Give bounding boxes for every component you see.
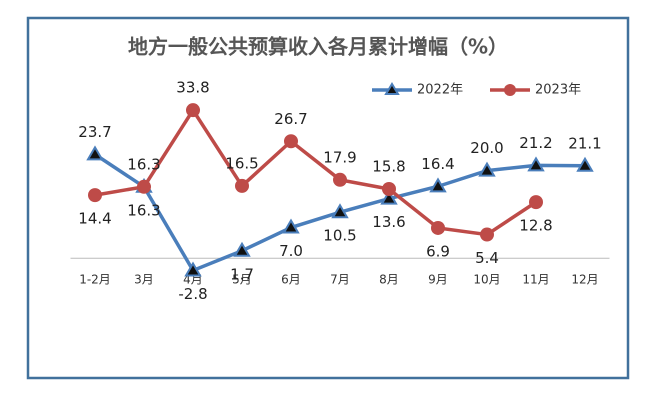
x-tick-label: 3月 [134,273,154,287]
data-label: 21.2 [519,134,552,152]
chart-title: 地方一般公共预算收入各月累计增幅（%） [128,35,508,59]
marker [186,103,200,118]
data-label: 17.9 [323,148,356,166]
series-line [94,106,537,237]
data-label: 16.3 [127,201,160,219]
marker [233,241,251,257]
data-label: 14.4 [78,210,111,228]
data-label: 20.0 [470,139,503,157]
x-tick-label: 9月 [428,273,448,287]
legend-label: 2022年 [417,83,463,98]
x-tick-label: 1-2月 [79,273,111,287]
data-label: 10.5 [323,227,356,245]
data-label: 21.1 [568,134,601,152]
data-label: 1.7 [230,265,254,283]
x-tick-label: 10月 [473,273,500,287]
marker [284,134,298,149]
marker [478,161,496,177]
data-label: -2.8 [178,285,207,303]
legend-marker [384,82,400,95]
marker [137,179,151,194]
marker [382,181,396,196]
marker [331,203,349,219]
marker [88,188,102,203]
marker [576,156,594,172]
marker [429,177,447,193]
legend-marker [504,84,516,96]
data-label: 15.8 [372,157,405,175]
marker [527,156,545,172]
data-label: 16.5 [225,154,258,172]
frame [26,16,630,380]
data-label: 26.7 [274,110,307,128]
x-tick-label: 7月 [330,273,350,287]
x-tick-label: 6月 [281,273,301,287]
marker [333,172,347,187]
x-tick-label: 5月 [232,273,252,287]
marker [480,227,494,242]
marker [431,220,445,235]
marker [380,189,398,205]
data-label: 12.8 [519,217,552,235]
x-tick-label: 12月 [571,273,598,287]
data-label: 6.9 [426,242,450,260]
x-tick-label: 8月 [379,273,399,287]
legend-label: 2023年 [535,83,581,98]
data-label: 5.4 [475,249,499,267]
marker [529,195,543,210]
marker [235,178,249,193]
marker [86,145,104,161]
data-label: 33.8 [176,79,209,97]
marker [282,218,300,234]
marker [184,261,202,277]
data-label: 13.6 [372,213,405,231]
data-label: 7.0 [279,242,303,260]
x-tick-label: 11月 [522,273,549,287]
data-label: 16.3 [127,155,160,173]
data-label: 16.4 [421,155,454,173]
data-label: 23.7 [78,123,111,141]
